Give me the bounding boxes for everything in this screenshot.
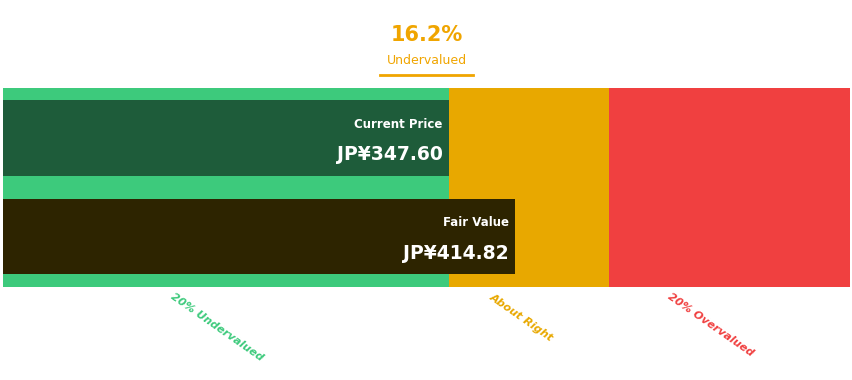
Text: Undervalued: Undervalued bbox=[386, 54, 466, 66]
Bar bbox=[3, 88, 449, 287]
Text: 20% Overvalued: 20% Overvalued bbox=[665, 291, 754, 358]
Text: JP¥347.60: JP¥347.60 bbox=[337, 145, 442, 164]
Text: Current Price: Current Price bbox=[354, 118, 442, 131]
Text: JP¥414.82: JP¥414.82 bbox=[403, 244, 508, 263]
Bar bbox=[608, 88, 849, 287]
Bar bbox=[3, 100, 449, 176]
Text: Fair Value: Fair Value bbox=[442, 217, 508, 230]
Text: 20% Undervalued: 20% Undervalued bbox=[169, 291, 265, 363]
Bar bbox=[449, 88, 608, 287]
Text: About Right: About Right bbox=[486, 291, 554, 343]
Text: 16.2%: 16.2% bbox=[390, 25, 462, 45]
Bar bbox=[3, 199, 515, 274]
